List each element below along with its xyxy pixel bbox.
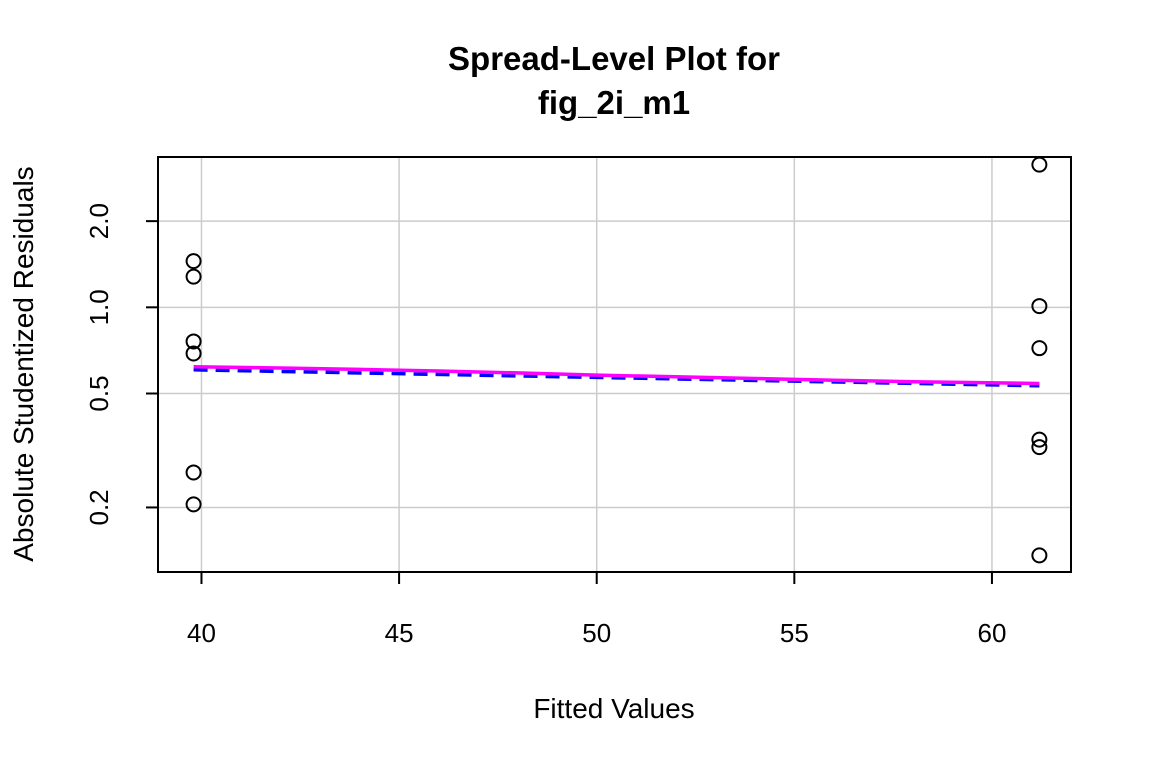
y-axis-label: Absolute Studentized Residuals [8,166,39,561]
x-axis-label: Fitted Values [533,693,694,724]
smooth-trend-line [193,365,1040,386]
x-tick-label: 60 [977,618,1006,648]
data-point [185,464,202,481]
y-tick-label: 2.0 [84,203,114,239]
data-point [185,253,202,270]
data-point [1031,547,1048,564]
y-tick-label: 0.2 [84,489,114,525]
data-point [1031,431,1048,448]
chart-title-line-1: Spread-Level Plot for [448,40,780,77]
data-point [1031,298,1048,315]
y-axis: 0.2 0.5 1.0 2.0 [84,203,158,526]
data-point [185,333,202,350]
plot-frame [157,156,1072,573]
x-tick-label: 55 [780,618,809,648]
data-points [185,156,1048,564]
x-axis: 40 45 50 55 60 [187,572,1006,648]
data-point [185,268,202,285]
x-tick-label: 40 [187,618,216,648]
trend-lines [193,365,1040,388]
grid-lines [158,157,1071,572]
data-point [185,345,202,362]
y-tick-label: 1.0 [84,289,114,325]
x-tick-label: 50 [582,618,611,648]
y-tick-label: 0.5 [84,375,114,411]
x-tick-label: 45 [385,618,414,648]
data-point [185,496,202,513]
data-point [1031,340,1048,357]
data-point [1031,156,1048,173]
data-point [1031,439,1048,456]
chart-title-line-2: fig_2i_m1 [538,84,690,121]
